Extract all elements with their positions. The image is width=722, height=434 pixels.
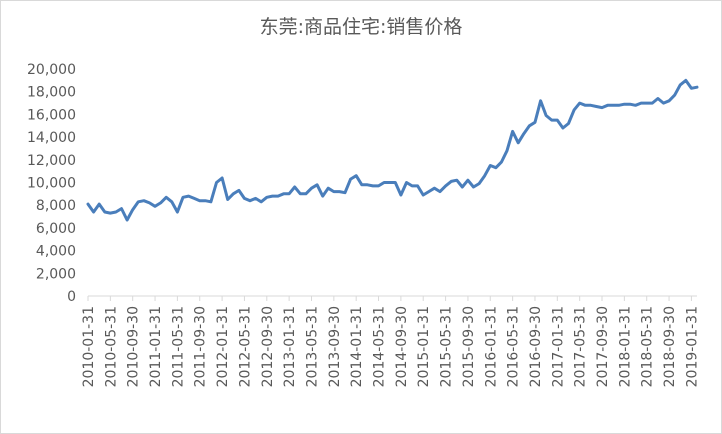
x-tick-label: 2016-01-31 [483,306,499,387]
y-tick-label: 20,000 [27,62,76,78]
x-tick-label: 2015-05-31 [439,306,455,387]
x-tick-label: 2017-01-31 [550,306,566,387]
x-tick-label: 2015-01-31 [416,306,432,387]
x-tick-label: 2011-05-31 [170,306,186,387]
x-tick-label: 2014-09-30 [394,306,410,387]
x-tick-label: 2011-09-30 [193,306,209,387]
x-axis-labels: 2010-01-31 2010-05-31 2010-09-30 2011-01-31… [81,306,700,387]
x-tick-label: 2016-05-31 [506,306,522,387]
y-tick-label: 14,000 [27,130,76,146]
y-tick-label: 18,000 [27,85,76,101]
x-tick-label: 2010-09-30 [126,306,142,387]
x-tick-label: 2013-01-31 [282,306,298,387]
x-tick-label: 2013-05-31 [304,306,320,387]
x-tick-label: 2012-05-31 [237,306,253,387]
x-tick-label: 2010-01-31 [81,306,97,387]
x-tick-label: 2018-01-31 [617,306,633,387]
series-line [86,78,699,222]
x-tick-label: 2015-09-30 [461,306,477,387]
y-tick-label: 0 [67,289,76,305]
y-axis-ticks: 0 2,000 4,000 6,000 8,000 10,000 12,000 14,000 1… [27,62,76,305]
x-tick-label: 2017-09-30 [595,306,611,387]
x-tick-label: 2014-01-31 [349,306,365,387]
y-tick-label: 2,000 [36,266,76,282]
y-tick-label: 12,000 [27,153,76,169]
x-tick-label: 2010-05-31 [103,306,119,387]
x-tick-label: 2019-01-31 [684,306,700,387]
series-group [86,78,699,222]
x-axis-ticks [87,296,692,301]
y-tick-label: 4,000 [36,244,76,260]
y-tick-label: 8,000 [36,198,76,214]
chart-title: 东莞:商品住宅:销售价格 [259,16,463,38]
x-tick-label: 2018-05-31 [640,306,656,387]
x-tick-label: 2013-09-30 [327,306,343,387]
x-tick-label: 2012-01-31 [215,306,231,387]
x-tick-label: 2018-09-30 [662,306,678,387]
y-tick-label: 16,000 [27,107,76,123]
x-tick-label: 2017-05-31 [573,306,589,387]
x-tick-label: 2014-05-31 [372,306,388,387]
x-tick-label: 2012-09-30 [260,306,276,387]
y-tick-label: 6,000 [36,221,76,237]
x-tick-label: 2011-01-31 [148,306,164,387]
y-tick-label: 10,000 [27,176,76,192]
x-tick-label: 2016-09-30 [528,306,544,387]
